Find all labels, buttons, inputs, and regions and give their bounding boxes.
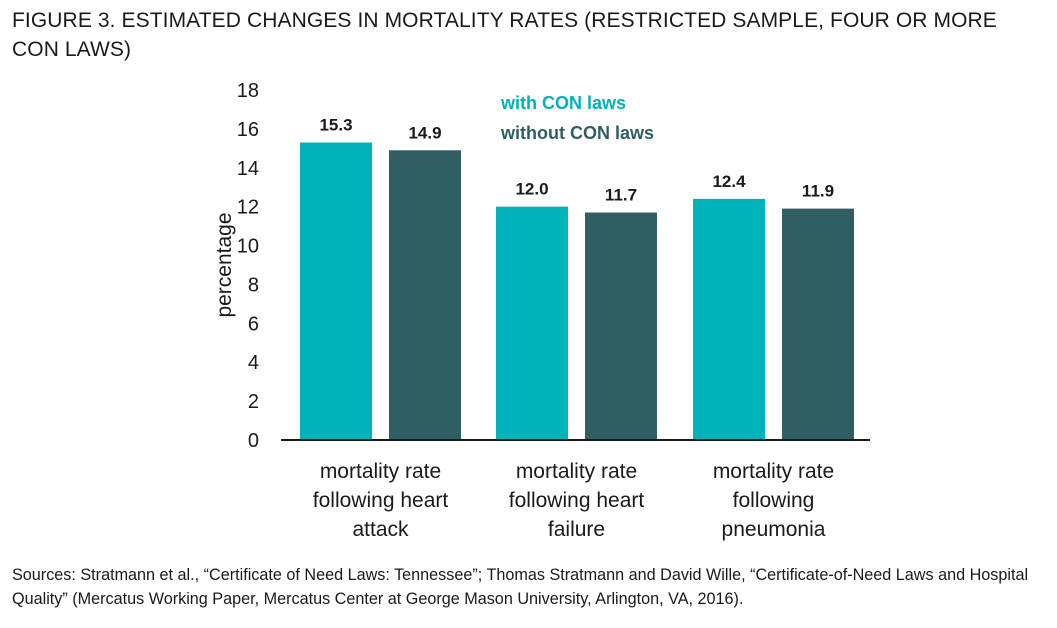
category-label-line: following heart: [509, 489, 645, 512]
data-label: 11.7: [605, 186, 637, 205]
category-labels: mortality rate following heart attack morta…: [313, 460, 834, 541]
data-label: 12.0: [515, 180, 548, 199]
y-tick-label: 16: [237, 119, 259, 141]
category-label-line: following heart: [313, 489, 449, 512]
legend: with CON laws without CON laws: [500, 93, 654, 143]
category-label-line: mortality rate: [320, 460, 441, 483]
y-tick-label: 2: [248, 391, 259, 413]
bar-with-con-2: [496, 206, 568, 440]
y-axis-ticks: 0 2 4 6 8 10 12 14 16 18: [237, 80, 259, 452]
category-label-line: pneumonia: [722, 518, 826, 541]
bar-without-con-1: [389, 150, 461, 440]
category-label-line: attack: [352, 518, 409, 541]
bars: [300, 142, 854, 440]
legend-entry-without-con: without CON laws: [500, 123, 654, 143]
bar-with-con-3: [693, 198, 765, 440]
y-tick-label: 10: [237, 236, 259, 258]
data-label: 14.9: [408, 123, 441, 142]
y-tick-label: 12: [237, 197, 259, 219]
data-label: 11.9: [802, 182, 834, 201]
data-label: 15.3: [319, 116, 352, 135]
category-label-line: following: [733, 489, 815, 512]
y-tick-label: 8: [248, 274, 259, 296]
y-tick-label: 0: [248, 430, 259, 452]
source-note: Sources: Stratmann et al., “Certificate …: [12, 566, 1029, 608]
category-label-line: mortality rate: [516, 460, 637, 483]
bar-with-con-1: [300, 142, 372, 440]
category-label-line: mortality rate: [713, 460, 834, 483]
y-axis-title: percentage: [213, 212, 236, 317]
bar-without-con-2: [585, 212, 657, 440]
y-tick-label: 6: [248, 313, 259, 335]
data-label: 12.4: [712, 172, 746, 191]
chart-title: FIGURE 3. ESTIMATED CHANGES IN MORTALITY…: [12, 9, 997, 61]
y-tick-label: 14: [237, 158, 259, 180]
y-tick-label: 18: [237, 80, 259, 102]
y-tick-label: 4: [248, 352, 259, 374]
bar-without-con-3: [782, 208, 854, 440]
category-label-line: failure: [548, 518, 605, 541]
data-labels: 15.3 14.9 12.0 11.7 12.4 11.9: [319, 116, 834, 205]
legend-entry-with-con: with CON laws: [500, 93, 626, 113]
